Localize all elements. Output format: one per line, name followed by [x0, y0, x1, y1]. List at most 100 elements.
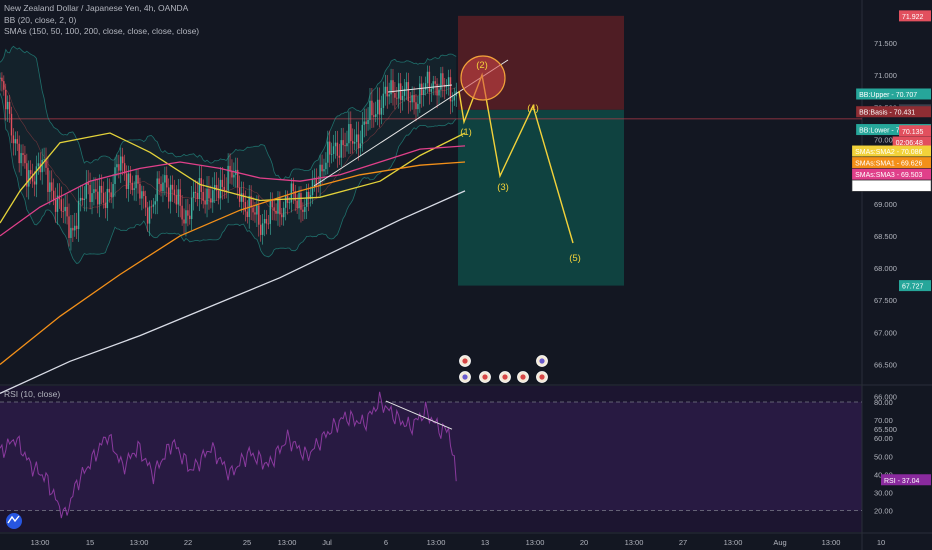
candle-body — [52, 190, 55, 200]
price-tag-bg — [856, 88, 931, 100]
price-tick-label: 70.000 — [874, 135, 897, 144]
bb-indicator-label[interactable]: BB (20, close, 2, 0) — [4, 15, 77, 25]
candle-body — [98, 185, 101, 205]
candle-body — [47, 167, 49, 192]
candle-body — [45, 159, 47, 168]
candle-body — [281, 214, 283, 218]
candle-body — [332, 146, 335, 154]
rsi-tick-label: 50.00 — [874, 452, 893, 461]
candle-body — [154, 201, 156, 205]
candle-body — [81, 197, 84, 201]
candle-body — [263, 218, 266, 224]
time-tick-label: 13:00 — [625, 538, 644, 547]
candle-body — [256, 205, 258, 215]
candle-body — [421, 83, 423, 95]
candle-body — [160, 184, 162, 192]
candle-body — [166, 175, 168, 188]
candle-body — [198, 178, 201, 199]
rsi-tick-label: 20.00 — [874, 507, 893, 516]
candle-body — [72, 227, 74, 231]
sma3-line — [0, 145, 466, 237]
candle-body — [411, 95, 413, 103]
candle-body — [369, 100, 371, 120]
candle-body — [350, 124, 352, 142]
candle-body — [62, 211, 64, 212]
candle-body — [265, 218, 268, 224]
candle-body — [83, 198, 86, 201]
candle-body — [375, 114, 377, 117]
bb-lower-line — [0, 93, 457, 264]
wave-label: (4) — [527, 103, 539, 114]
candle-body — [16, 139, 18, 144]
candle-body — [129, 173, 132, 183]
rsi-indicator-label[interactable]: RSI (10, close) — [4, 389, 61, 399]
candle-body — [91, 193, 93, 203]
candle-body — [187, 210, 189, 216]
candle-body — [321, 164, 323, 172]
rsi-tick-label: 60.00 — [874, 434, 893, 443]
candle-body — [392, 80, 394, 93]
wave-2-highlight-circle — [460, 55, 506, 101]
price-tag-bg — [892, 136, 931, 148]
candle-body — [428, 71, 431, 92]
price-tick-label: 68.000 — [874, 264, 897, 273]
candle-body — [5, 89, 7, 110]
price-tag-bg — [852, 145, 931, 157]
candle-body — [434, 81, 436, 84]
candle-body — [309, 195, 312, 199]
candle-body — [97, 191, 99, 205]
candle-body — [28, 170, 30, 187]
candle-body — [275, 210, 277, 214]
candle-body — [346, 143, 348, 147]
price-tag-text: 71.922 — [902, 14, 924, 21]
candle-body — [445, 86, 448, 88]
candle-body — [371, 100, 373, 116]
time-tick-label: 13:00 — [822, 538, 841, 547]
candle-body — [219, 179, 222, 199]
candle-body — [225, 190, 227, 191]
candle-body — [116, 164, 118, 168]
event-marker-dot — [520, 374, 526, 380]
rsi-tick-label: 80.00 — [874, 398, 893, 407]
candle-body — [426, 71, 429, 84]
candle-body — [51, 182, 53, 191]
sma-indicator-label[interactable]: SMAs (150, 50, 100, 200, close, close, c… — [4, 26, 200, 36]
price-tag-bg — [899, 280, 931, 292]
candle-body — [336, 142, 339, 156]
time-tick-label: Aug — [773, 538, 786, 547]
candle-body — [315, 177, 318, 186]
price-tag-bg — [856, 124, 931, 136]
price-tag-text: SMAs:SMA3 - 69.503 — [855, 172, 922, 179]
candle-body — [415, 102, 417, 110]
time-tick-label: 22 — [184, 538, 192, 547]
candle-body — [453, 96, 456, 101]
rsi-line — [0, 391, 457, 519]
candle-body — [323, 169, 325, 172]
candle-body — [296, 200, 298, 209]
candle-body — [380, 107, 383, 115]
candle-body — [403, 88, 406, 96]
candle-body — [260, 224, 262, 235]
candle-body — [355, 134, 358, 142]
candle-body — [123, 163, 126, 174]
time-tick-label: 10 — [877, 538, 885, 547]
candle-body — [348, 124, 350, 144]
candle-body — [139, 183, 141, 199]
candle-body — [120, 156, 122, 171]
candle-body — [353, 141, 356, 144]
time-tick-label: 13 — [481, 538, 489, 547]
candle-body — [54, 199, 57, 212]
candle-body — [150, 206, 153, 208]
price-tick-label: 71.000 — [874, 71, 897, 80]
candle-body — [89, 184, 91, 203]
event-marker-dot — [502, 374, 508, 380]
candle-body — [214, 185, 216, 191]
candle-body — [401, 95, 404, 101]
rsi-tick-label: 30.00 — [874, 489, 893, 498]
candle-body — [87, 182, 89, 185]
candle-body — [386, 86, 388, 97]
candle-body — [325, 162, 327, 170]
candle-body — [185, 210, 187, 224]
candle-body — [221, 179, 224, 187]
